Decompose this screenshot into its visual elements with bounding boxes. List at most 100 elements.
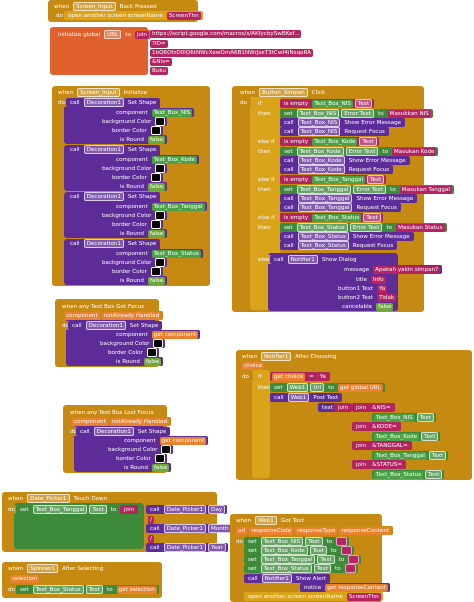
block-token: Info — [370, 275, 386, 284]
block-token: false — [147, 276, 166, 285]
block-token: Screen_Input — [77, 88, 120, 97]
block-token: Text — [421, 432, 439, 441]
block-token: call — [274, 394, 284, 401]
block-token: Spinner1 — [27, 564, 59, 573]
block-token: call — [284, 233, 294, 240]
block-token: component — [116, 250, 148, 257]
block-token: Text_Box_NIS — [260, 537, 304, 546]
block-token: Screen_Input — [73, 2, 116, 11]
block-row: call Notifier1 Show Alert — [244, 574, 330, 583]
block-row: else if — [254, 175, 279, 184]
block-row: call Decoration1 Set Shape — [66, 145, 161, 154]
color-swatch — [146, 348, 157, 357]
block-token: Text — [428, 451, 447, 460]
block-token: component — [116, 203, 148, 210]
block-row: is empty Text_Box_Tanggal Text — [280, 175, 387, 184]
block-token: else if — [258, 214, 275, 221]
block-token: to — [125, 31, 131, 38]
block-token: to — [382, 148, 389, 155]
block-row: join &KODE= — [352, 422, 401, 431]
block-token: = — [309, 373, 314, 380]
block-token: join — [356, 423, 367, 430]
block-token: Text — [85, 585, 104, 594]
block-row: button1 Text Ya — [334, 284, 390, 293]
block-token: Text — [363, 213, 381, 222]
block-token: then — [258, 224, 271, 231]
block-row: when Web1 Got Text — [232, 516, 308, 525]
block-token: background Color — [102, 212, 152, 219]
block-token: background Color — [100, 340, 150, 347]
empty-text-block — [336, 537, 348, 546]
block-row: / — [146, 515, 156, 524]
block-token: Text — [367, 175, 385, 184]
block-token: Text — [313, 564, 332, 573]
block-token: background Color — [102, 259, 152, 266]
block-token: Got Text — [280, 517, 304, 524]
block-token: responseContent — [339, 526, 392, 535]
block-row: when any Text Box Got Focus — [58, 302, 148, 311]
block-row: call Text_Box_Kode Show Error Message — [280, 156, 410, 165]
block-token: border Color — [112, 268, 147, 275]
color-swatch — [161, 445, 172, 454]
block-token: Date_Picker1 — [27, 494, 70, 503]
block-token: false — [147, 182, 166, 191]
block-token: Error Text — [353, 185, 387, 194]
block-token: Show Error Message — [344, 119, 402, 126]
block-token: then — [258, 110, 271, 117]
block-token: Text_Box_Status — [297, 232, 349, 241]
block-token: Initialize — [123, 89, 148, 96]
block-token: Notifier1 — [261, 574, 292, 583]
block-token: to — [390, 186, 396, 193]
block-token: Url — [310, 383, 325, 392]
block-row: else if — [254, 137, 279, 146]
block-token: Text_Box_Kode — [297, 165, 345, 174]
empty-text-block — [348, 555, 360, 564]
block-token: border Color — [108, 349, 143, 356]
color-swatch — [150, 126, 161, 135]
block-token: Tidak — [377, 293, 397, 302]
block-token: false — [147, 135, 166, 144]
empty-text-block — [340, 546, 352, 555]
block-row: join &NIS= — [352, 403, 395, 412]
block-token: Masukan Status — [396, 223, 445, 232]
color-swatch — [153, 339, 164, 348]
block-token: &NIS= — [370, 403, 393, 412]
empty-text-block — [344, 564, 356, 573]
block-token: Web1 — [286, 383, 309, 392]
block-row: background Color — [98, 164, 168, 173]
block-token: Decoration1 — [83, 145, 124, 154]
block-row: do — [236, 98, 251, 107]
block-token: Text_Box_Status — [296, 223, 348, 232]
block-row: border Color — [112, 454, 167, 463]
block-row: &Nis= — [148, 57, 174, 66]
block-token: Click — [311, 89, 326, 96]
block-token: Show Alert — [295, 575, 326, 582]
block-row: background Color — [98, 211, 168, 220]
block-token: set — [248, 538, 257, 545]
block-token: text — [322, 404, 334, 411]
block-token: when — [236, 517, 252, 524]
block-token: Ya — [317, 372, 328, 381]
block-token: do — [56, 12, 63, 19]
block-token: border Color — [112, 221, 147, 228]
block-token: background Color — [102, 165, 152, 172]
color-swatch — [150, 173, 161, 182]
block-token: get choice — [272, 372, 306, 381]
block-token: Apakah yakin simpan? — [373, 265, 441, 274]
block-token: set — [248, 556, 257, 563]
block-row: call Decoration1 Set Shape — [66, 239, 161, 248]
block-row: ?ID= — [148, 39, 170, 48]
block-token: call — [284, 195, 294, 202]
block-row: https://script.google.com/macros/s/AKfyc… — [148, 29, 303, 38]
block-token: Text — [309, 546, 327, 555]
block-token: call — [70, 99, 80, 106]
block-token: false — [376, 302, 394, 311]
block-token: call — [150, 544, 160, 551]
block-token: Text_Box_Tanggal — [260, 555, 316, 564]
block-token: Notifier1 — [261, 352, 292, 361]
block-row: join — [120, 505, 139, 514]
block-token: responseType — [295, 526, 338, 535]
block-token: when any Text Box Got Focus — [62, 303, 144, 310]
block-token: join — [356, 442, 367, 449]
